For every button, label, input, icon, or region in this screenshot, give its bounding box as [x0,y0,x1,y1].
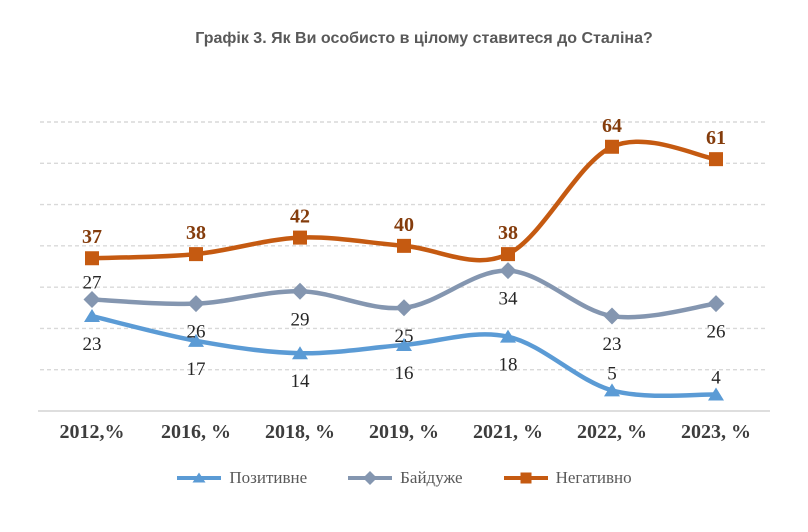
data-label-positive-4: 18 [499,355,518,376]
data-label-indifferent-0: 27 [83,273,102,294]
data-point-indifferent-0 [83,291,101,309]
legend-label-positive: Позитивне [229,468,308,487]
data-point-positive-0 [84,309,100,323]
data-point-negative-2 [293,230,307,245]
data-label-negative-5: 64 [602,115,622,137]
data-label-negative-3: 40 [394,214,414,236]
data-label-positive-5: 5 [607,363,617,384]
x-axis-label-0: 2012,% [59,421,125,443]
data-label-positive-6: 4 [711,367,721,388]
data-point-indifferent-1 [187,295,205,313]
legend-item-negative: Негативно [503,468,632,488]
data-point-positive-3 [396,337,412,351]
data-label-indifferent-3: 25 [395,326,414,347]
data-point-positive-1 [188,333,204,347]
legend-item-positive: Позитивне [176,468,307,488]
data-point-indifferent-4 [499,262,517,280]
triangle-marker-icon [177,472,222,483]
diamond-marker-icon [348,471,393,485]
data-label-negative-2: 42 [290,206,310,228]
data-label-negative-6: 61 [706,127,726,149]
data-label-indifferent-2: 29 [291,309,310,330]
data-label-indifferent-5: 23 [603,334,622,355]
data-label-indifferent-6: 26 [707,322,726,343]
x-axis-label-4: 2021, % [473,421,543,443]
data-label-positive-3: 16 [395,363,414,384]
data-point-negative-0 [85,251,99,266]
x-axis-label-6: 2023, % [681,421,751,443]
x-axis-label-3: 2019, % [369,421,439,443]
data-point-negative-4 [501,247,515,262]
square-marker-icon [503,472,548,484]
legend-marker-positive [192,472,206,483]
data-point-negative-1 [189,247,203,262]
data-point-positive-2 [292,346,308,360]
data-label-positive-0: 23 [83,334,102,355]
data-label-negative-0: 37 [82,226,102,248]
legend-marker-indifferent [363,471,378,485]
data-point-negative-5 [605,139,619,154]
data-point-indifferent-5 [603,307,621,325]
x-axis-label-5: 2022, % [577,421,647,443]
legend-marker-negative [520,472,532,484]
data-label-indifferent-4: 34 [499,289,519,310]
data-point-positive-5 [604,383,620,397]
legend-label-negative: Негативно [555,468,632,487]
data-label-negative-4: 38 [498,222,518,244]
x-axis-label-2: 2018, % [265,421,335,443]
plot-area: 23 17 14 16 18 5 4 27 26 29 25 34 23 26 37 38 42 40 38 64 61 [38,115,770,412]
data-point-positive-6 [708,387,724,401]
data-point-indifferent-2 [291,282,309,300]
data-label-positive-1: 17 [187,359,206,380]
legend: Позитивне Байдуже Негативно [0,468,808,488]
legend-item-indifferent: Байдуже [347,468,463,488]
chart-title: Графік 3. Як Ви особисто в цілому ставит… [195,30,653,47]
data-point-indifferent-3 [395,299,413,317]
data-point-negative-6 [709,152,723,167]
data-label-positive-2: 14 [291,371,311,392]
data-point-indifferent-6 [707,295,725,313]
legend-label-indifferent: Байдуже [400,468,463,487]
data-point-positive-4 [500,329,516,343]
data-point-negative-3 [397,238,411,253]
x-axis-label-1: 2016, % [161,421,231,443]
data-label-negative-1: 38 [186,222,206,244]
data-label-indifferent-1: 26 [187,322,206,343]
